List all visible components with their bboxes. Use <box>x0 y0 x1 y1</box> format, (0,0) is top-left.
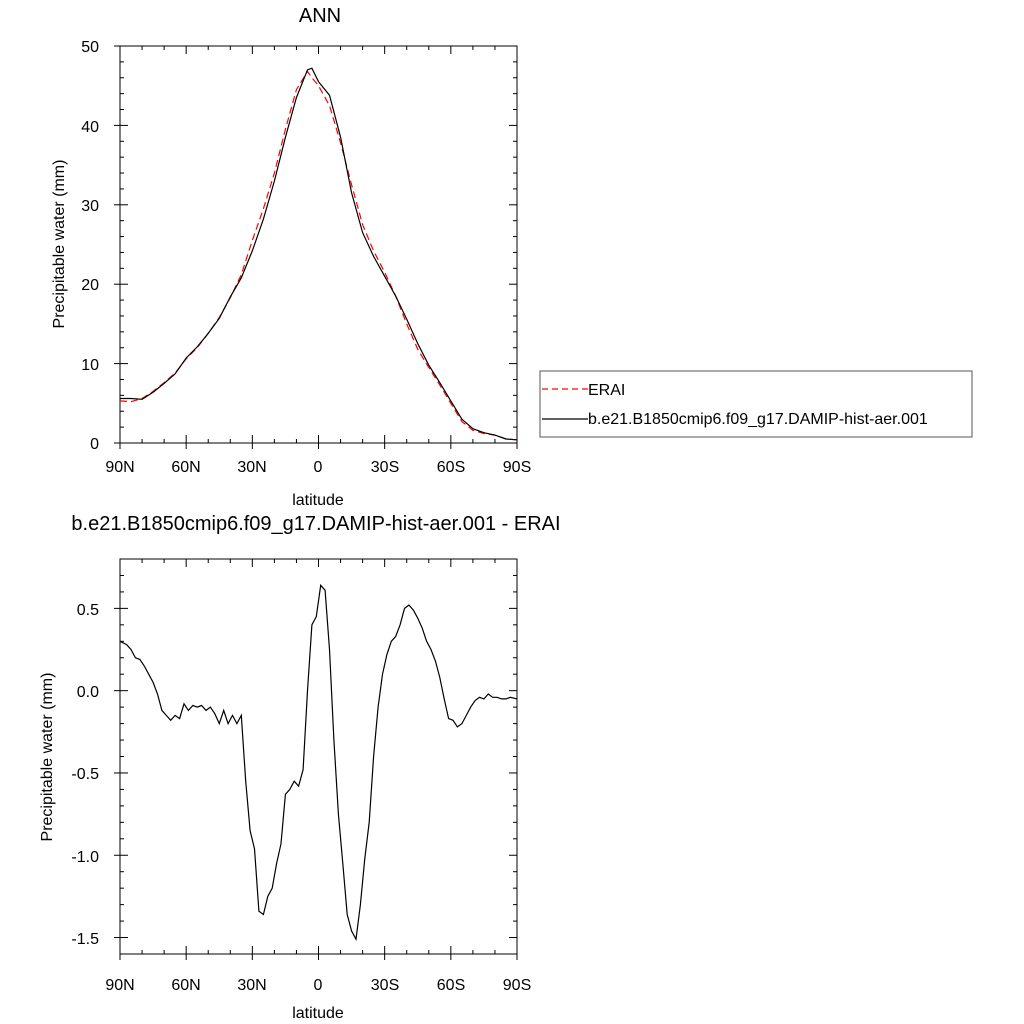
top-chart-title: ANN <box>299 5 341 27</box>
top-y-tick-label: 0 <box>90 436 99 453</box>
top-y-tick-label: 40 <box>81 119 99 136</box>
bottom-series-line-0 <box>119 583 518 942</box>
bottom-x-tick-label: 30N <box>237 977 266 994</box>
bottom-panel: b.e21.B1850cmip6.f09_g17.DAMIP-hist-aer.… <box>39 513 561 1022</box>
bottom-x-tick-labels: 90N 60N 30N 0 30S 60S 90S <box>105 977 531 994</box>
top-series-line-1 <box>120 67 518 441</box>
legend-model-label: b.e21.B1850cmip6.f09_g17.DAMIP-hist-aer.… <box>588 411 928 428</box>
top-x-tick-label: 0 <box>314 459 323 476</box>
legend-erai-label: ERAI <box>588 382 625 399</box>
bottom-y-tick-label: -0.5 <box>71 766 99 783</box>
bottom-x-tick-label: 60N <box>171 977 200 994</box>
top-series-lines <box>119 67 518 441</box>
top-y-tick-label: 10 <box>81 357 99 374</box>
top-panel: ANN 90N 60N 30N 0 30S 60S 90S 0 10 20 30… <box>51 5 531 509</box>
bottom-x-tick-label: 60S <box>437 977 465 994</box>
top-y-tick-label: 50 <box>81 39 99 56</box>
bottom-plot-frame <box>119 558 518 955</box>
top-x-tick-label: 30N <box>237 459 266 476</box>
bottom-x-tick-label: 30S <box>371 977 399 994</box>
legend-box <box>539 370 973 438</box>
top-x-tick-labels: 90N 60N 30N 0 30S 60S 90S <box>105 459 531 476</box>
bottom-y-tick-label: 0.5 <box>77 602 99 619</box>
legend: ERAI b.e21.B1850cmip6.f09_g17.DAMIP-hist… <box>539 370 973 438</box>
top-y-tick-label: 30 <box>81 198 99 215</box>
top-plot-frame <box>119 45 518 444</box>
top-y-tick-label: 20 <box>81 277 99 294</box>
top-x-tick-label: 60N <box>171 459 200 476</box>
top-x-tick-label: 90N <box>105 459 134 476</box>
top-x-tick-label: 90S <box>503 459 531 476</box>
top-series-line-0 <box>119 70 518 441</box>
bottom-x-tick-label: 0 <box>314 977 323 994</box>
bottom-y-tick-label: -1.0 <box>71 849 99 866</box>
bottom-y-tick-label: 0.0 <box>77 684 99 701</box>
bottom-chart-title: b.e21.B1850cmip6.f09_g17.DAMIP-hist-aer.… <box>71 513 560 535</box>
bottom-x-tick-label: 90S <box>503 977 531 994</box>
bottom-axis-ticks <box>114 558 518 960</box>
bottom-y-tick-labels: -1.5 -1.0 -0.5 0.0 0.5 <box>71 602 99 948</box>
top-y-axis-label: Precipitable water (mm) <box>51 160 68 329</box>
bottom-y-axis-label: Precipitable water (mm) <box>39 673 56 842</box>
top-x-axis-label: latitude <box>292 492 344 509</box>
top-x-tick-label: 60S <box>437 459 465 476</box>
bottom-y-tick-label: -1.5 <box>71 931 99 948</box>
top-axis-ticks <box>114 45 518 449</box>
top-x-tick-label: 30S <box>371 459 399 476</box>
bottom-x-axis-label: latitude <box>292 1005 344 1022</box>
top-y-tick-labels: 0 10 20 30 40 50 <box>81 39 99 453</box>
bottom-x-tick-label: 90N <box>105 977 134 994</box>
bottom-series-lines <box>119 583 518 942</box>
